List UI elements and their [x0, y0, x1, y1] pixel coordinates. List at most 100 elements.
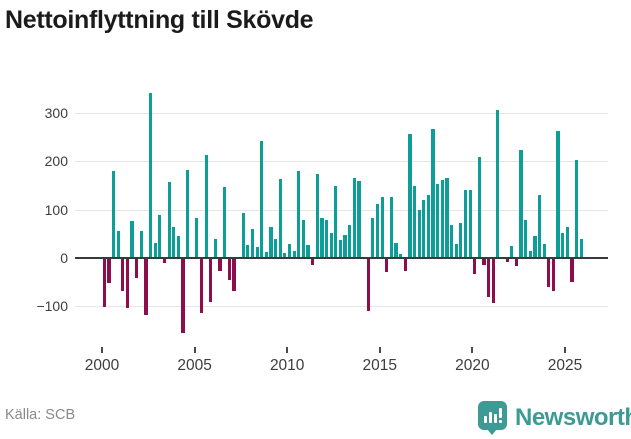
bar-positive	[149, 93, 153, 258]
x-axis-tick	[564, 347, 566, 353]
bar-positive	[172, 227, 176, 258]
bar-positive	[334, 186, 338, 258]
y-axis-label: 0	[60, 250, 68, 266]
gridline	[75, 209, 608, 211]
bar-positive	[241, 212, 245, 258]
bar-negative	[227, 258, 231, 280]
bar-positive	[176, 236, 180, 258]
bar-positive	[556, 131, 560, 258]
x-axis-label: 2005	[177, 357, 212, 374]
y-axis-label: 200	[44, 153, 68, 170]
bar-positive	[269, 226, 273, 258]
bar-positive	[431, 128, 435, 258]
bar-positive	[454, 244, 458, 258]
bar-negative	[551, 258, 556, 292]
bar-positive	[301, 219, 305, 258]
bar-positive	[213, 238, 218, 258]
bar-positive	[468, 189, 472, 258]
bar-positive	[537, 194, 542, 258]
bar-negative	[218, 258, 222, 271]
bar-positive	[329, 232, 333, 258]
bar-negative	[181, 258, 185, 334]
bar-positive	[338, 239, 343, 258]
gridline	[75, 112, 608, 114]
bar-negative	[144, 258, 148, 315]
bar-positive	[153, 243, 157, 258]
bar-positive	[352, 177, 356, 258]
chart-title: Nettoinflyttning till Skövde	[5, 6, 314, 34]
bar-negative	[473, 258, 477, 275]
bar-negative	[209, 258, 213, 302]
bar-negative	[232, 258, 236, 292]
bar-positive	[417, 209, 421, 258]
bar-positive	[477, 157, 481, 258]
bar-positive	[274, 239, 278, 258]
bar-negative	[491, 258, 495, 303]
bar-positive	[116, 231, 120, 258]
bar-positive	[250, 229, 255, 258]
bar-positive	[130, 221, 134, 258]
bar-positive	[459, 223, 463, 258]
bar-positive	[348, 224, 352, 258]
y-axis-label: 300	[44, 104, 68, 121]
bar-negative	[570, 258, 574, 283]
bar-positive	[223, 187, 227, 258]
x-axis-tick	[471, 347, 474, 353]
x-axis-label: 2015	[362, 357, 398, 374]
bar-positive	[158, 215, 162, 258]
bar-positive	[357, 181, 361, 258]
bar-positive	[449, 224, 454, 258]
bar-positive	[255, 247, 259, 258]
bar-positive	[324, 219, 329, 258]
x-axis-label: 2025	[547, 357, 583, 374]
bar-negative	[102, 258, 106, 308]
bar-positive	[510, 246, 514, 258]
bar-negative	[107, 258, 111, 284]
bar-positive	[528, 250, 532, 258]
y-axis-label: −100	[36, 298, 68, 315]
bar-negative	[505, 258, 509, 263]
bar-negative	[514, 258, 518, 266]
bar-positive	[496, 110, 500, 258]
x-axis-label: 2000	[84, 357, 120, 374]
newsworthy-icon	[478, 401, 507, 435]
bar-positive	[297, 171, 301, 258]
bar-positive	[264, 252, 268, 258]
brand-name: Newsworthy	[515, 404, 631, 431]
bar-negative	[162, 258, 167, 263]
bar-positive	[320, 217, 324, 258]
x-axis-tick	[378, 347, 381, 353]
bar-positive	[422, 200, 426, 258]
bar-positive	[426, 194, 431, 258]
bar-positive	[440, 180, 444, 258]
source-caption: Källa: SCB	[5, 407, 76, 423]
gridline	[75, 306, 608, 308]
bar-positive	[445, 177, 449, 258]
bar-positive	[575, 160, 579, 258]
y-axis-label: 100	[44, 201, 68, 218]
bar-positive	[315, 173, 319, 258]
bar-negative	[385, 258, 389, 272]
bar-positive	[561, 232, 565, 258]
bar-positive	[579, 238, 583, 258]
bar-positive	[343, 234, 347, 258]
bar-negative	[403, 258, 407, 271]
bar-positive	[278, 178, 282, 258]
x-axis-label: 2010	[269, 357, 305, 374]
bar-positive	[399, 253, 403, 258]
bar-negative	[121, 258, 125, 292]
bar-positive	[111, 171, 116, 258]
zero-axis-line	[75, 257, 608, 259]
bar-negative	[547, 258, 551, 287]
bar-negative	[199, 258, 204, 314]
bar-positive	[524, 219, 528, 258]
bar-positive	[412, 186, 417, 258]
gridline	[75, 161, 608, 163]
bar-positive	[533, 235, 537, 258]
bar-negative	[125, 258, 130, 309]
bar-negative	[366, 258, 370, 312]
bar-negative	[482, 258, 486, 265]
bar-positive	[394, 243, 398, 258]
brand-logo: Newsworthy	[478, 401, 631, 435]
